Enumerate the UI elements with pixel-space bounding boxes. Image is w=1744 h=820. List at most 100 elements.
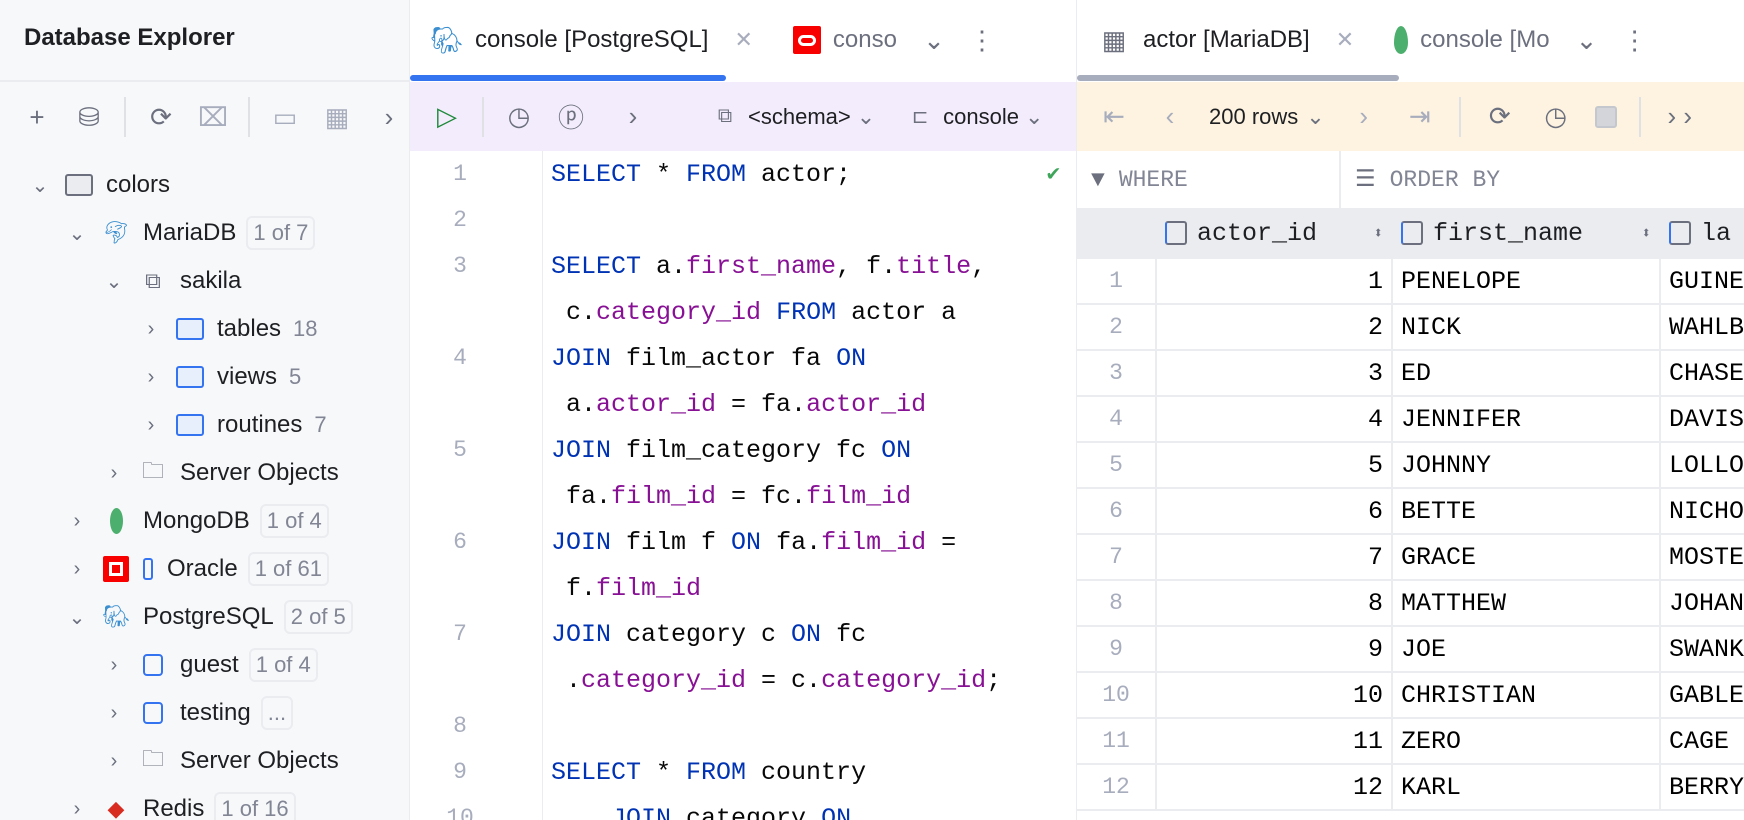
column-header-first_name[interactable]: first_name ⬍ (1393, 209, 1661, 257)
page-size-selector[interactable]: 200 rows ⌄ (1209, 104, 1325, 130)
table-cell[interactable]: CHASE (1661, 351, 1744, 395)
chevron-down-icon[interactable]: ⌄ (923, 24, 945, 55)
chevron-down-icon[interactable]: ⌄ (1575, 24, 1598, 55)
chevron-right-icon[interactable]: › (73, 557, 81, 580)
table-cell[interactable]: WAHLB (1661, 305, 1744, 349)
first-page-icon[interactable]: ⇤ (1103, 101, 1125, 131)
sort-icon[interactable]: ⬍ (1373, 225, 1383, 243)
tree-item-postgresql[interactable]: ⌄ 🐘︎ PostgreSQL 2 of 5 (0, 593, 409, 641)
table-cell[interactable]: KARL (1393, 765, 1661, 809)
table-cell[interactable]: ED (1393, 351, 1661, 395)
table-cell[interactable]: PENELOPE (1393, 259, 1661, 303)
chevron-right-icon[interactable]: › (73, 509, 81, 532)
table-cell[interactable]: GUINE (1661, 259, 1744, 303)
tree-item-redis[interactable]: › ◆ Redis 1 of 16 (0, 785, 409, 820)
tree-item-colors[interactable]: ⌄ colors (0, 161, 409, 209)
history-icon[interactable]: ◷ (1544, 101, 1568, 131)
parameters-icon[interactable]: ⓟ (557, 103, 584, 133)
code-editor[interactable]: 1 SELECT * FROM actor; ✔ 2 3 SELECT a.first_n… (410, 151, 1076, 820)
chevron-right-icon[interactable]: › (147, 365, 155, 388)
table-cell[interactable]: CHRISTIAN (1393, 673, 1661, 717)
chevron-right-icon[interactable]: › (110, 701, 118, 724)
chevron-right-icon[interactable]: › (73, 797, 81, 820)
tree-item-mongodb[interactable]: › MongoDB 1 of 4 (0, 497, 409, 545)
column-header-actor_id[interactable]: actor_id ⬍ (1157, 209, 1393, 257)
chevron-right-icon[interactable]: › (147, 413, 155, 436)
tree-item-guest[interactable]: › guest 1 of 4 (0, 641, 409, 689)
table-cell[interactable]: 7 (1157, 535, 1393, 579)
disconnect-icon[interactable]: ⌧ (198, 101, 228, 132)
tab-console-oracle[interactable]: conso (773, 0, 917, 80)
tab-actor-mariadb[interactable]: ▦ actor [MariaDB] ✕ (1077, 0, 1374, 80)
more-icon[interactable]: › (384, 101, 394, 132)
table-cell[interactable]: ZERO (1393, 719, 1661, 763)
history-icon[interactable]: ◷ (507, 101, 531, 131)
table-cell[interactable]: 9 (1157, 627, 1393, 671)
table-cell[interactable]: 1 (1157, 259, 1393, 303)
refresh-icon[interactable]: ⟳ (150, 101, 172, 132)
table-cell[interactable]: BETTE (1393, 489, 1661, 533)
table-cell[interactable]: NICK (1393, 305, 1661, 349)
chevron-right-icon[interactable]: › (147, 317, 155, 340)
tree-item-server-objects[interactable]: › 🗀︎ Server Objects (0, 449, 409, 497)
chevron-right-icon[interactable]: › (110, 749, 118, 772)
table-cell[interactable]: 4 (1157, 397, 1393, 441)
where-filter[interactable]: ▼ WHERE (1077, 151, 1341, 208)
table-cell[interactable]: 12 (1157, 765, 1393, 809)
previous-page-icon[interactable]: ‹ (1165, 101, 1175, 131)
table-cell[interactable]: 10 (1157, 673, 1393, 717)
close-icon[interactable]: ✕ (734, 27, 753, 52)
table-cell[interactable]: 2 (1157, 305, 1393, 349)
add-icon[interactable]: + (29, 101, 45, 132)
console-icon[interactable]: ▭ (272, 101, 298, 132)
chevron-down-icon[interactable]: ⌄ (68, 222, 86, 245)
more-icon[interactable]: › › (1667, 101, 1692, 131)
table-cell[interactable]: JOHAN (1661, 581, 1744, 625)
table-cell[interactable]: MATTHEW (1393, 581, 1661, 625)
chevron-right-icon[interactable]: › (110, 461, 118, 484)
tree-item-mariadb[interactable]: ⌄ 🐬︎ MariaDB 1 of 7 (0, 209, 409, 257)
table-cell[interactable]: BERRY (1661, 765, 1744, 809)
session-selector[interactable]: ⊏ console ⌄ (903, 100, 1044, 134)
table-cell[interactable]: JENNIFER (1393, 397, 1661, 441)
column-header-la[interactable]: la (1661, 209, 1744, 257)
table-cell[interactable]: GABLE (1661, 673, 1744, 717)
table-cell[interactable]: DAVIS (1661, 397, 1744, 441)
table-cell[interactable]: SWANK (1661, 627, 1744, 671)
chevron-down-icon[interactable]: ⌄ (105, 270, 123, 293)
tree-item-server-objects[interactable]: › 🗀︎ Server Objects (0, 737, 409, 785)
datasource-settings-icon[interactable]: ⛁ (78, 101, 100, 132)
sort-icon[interactable]: ⬍ (1641, 225, 1651, 243)
run-icon[interactable]: ▷ (437, 101, 457, 131)
table-cell[interactable]: MOSTE (1661, 535, 1744, 579)
tab-console-postgresql[interactable]: 🐘︎ console [PostgreSQL] ✕ (410, 0, 773, 80)
more-vertical-icon[interactable]: ⋮ (968, 24, 995, 55)
tree-item-views[interactable]: › views 5 (0, 353, 409, 401)
next-page-icon[interactable]: › (1359, 101, 1369, 131)
chevron-down-icon[interactable]: ⌄ (68, 606, 86, 629)
table-cell[interactable]: JOE (1393, 627, 1661, 671)
more-vertical-icon[interactable]: ⋮ (1621, 24, 1648, 55)
table-cell[interactable]: 5 (1157, 443, 1393, 487)
chevron-down-icon[interactable]: ⌄ (31, 174, 49, 197)
tree-item-testing[interactable]: › testing... (0, 689, 409, 737)
tree-item-routines[interactable]: › routines 7 (0, 401, 409, 449)
close-icon[interactable]: ✕ (1335, 27, 1355, 52)
stop-icon[interactable] (1594, 105, 1617, 128)
more-icon[interactable]: › (628, 101, 638, 131)
table-cell[interactable]: 6 (1157, 489, 1393, 533)
tree-item-oracle[interactable]: › Oracle 1 of 61 (0, 545, 409, 593)
table-cell[interactable]: GRACE (1393, 535, 1661, 579)
table-cell[interactable]: LOLLO (1661, 443, 1744, 487)
table-cell[interactable]: CAGE (1661, 719, 1744, 763)
table-cell[interactable]: 11 (1157, 719, 1393, 763)
order-by-filter[interactable]: ☰ ORDER BY (1341, 151, 1500, 208)
chevron-right-icon[interactable]: › (110, 653, 118, 676)
tab-console-mongodb[interactable]: console [Mo (1374, 0, 1569, 80)
tree-item-sakila[interactable]: ⌄ ⧉ sakila (0, 257, 409, 305)
table-cell[interactable]: JOHNNY (1393, 443, 1661, 487)
last-page-icon[interactable]: ⇥ (1408, 101, 1431, 131)
table-cell[interactable]: 3 (1157, 351, 1393, 395)
table-cell[interactable]: NICHO (1661, 489, 1744, 533)
refresh-icon[interactable]: ⟳ (1488, 101, 1511, 131)
